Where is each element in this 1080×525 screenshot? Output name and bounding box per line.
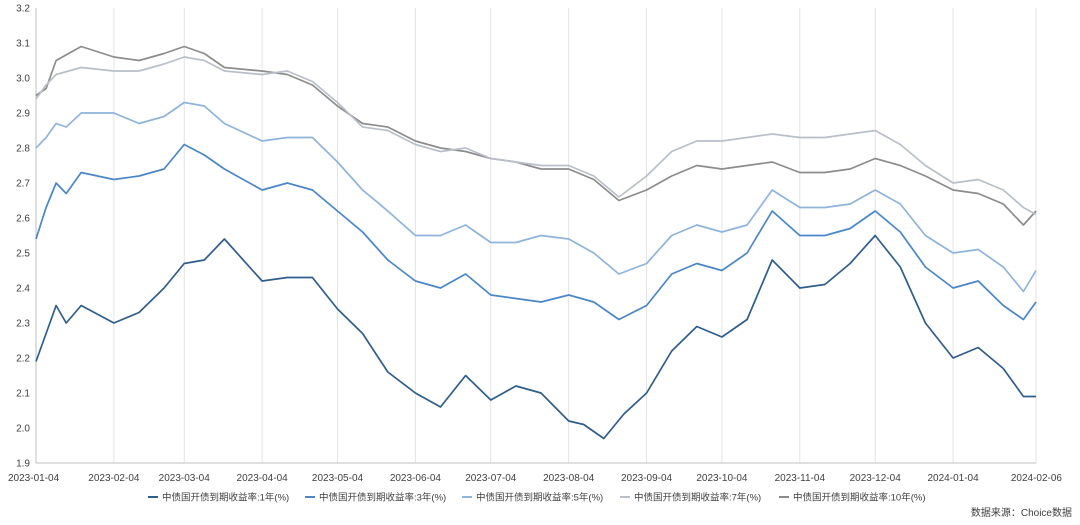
y-tick-labels: 1.9 2.0 2.1 2.2 2.3 2.4 2.5 2.6 2.7 2.8 2.9 3.0 3.1 3… [16,4,30,470]
series-line [35,56,1037,216]
x-tick-label: 2023-11-04 [775,473,826,484]
x-tick-label: 2023-02-04 [88,473,140,484]
x-tick-label: 2023-03-04 [159,473,211,484]
y-tick-label: 3.2 [16,4,30,15]
x-tick-label: 2023-07-04 [465,473,517,484]
series-line [35,143,1037,321]
y-tick-label: 2.0 [16,424,30,435]
grid-lines [35,8,1037,463]
y-tick-label: 2.9 [16,109,30,120]
y-tick-label: 2.3 [16,319,30,330]
y-tick-label: 3.1 [16,39,30,50]
y-tick-label: 3.0 [16,74,30,85]
y-tick-label: 2.7 [16,179,30,190]
y-tick-label: 1.9 [16,459,30,470]
series-lines [35,45,1037,440]
x-tick-label: 2023-04-04 [237,473,289,484]
legend-label: 中债国开债到期收益率:1年(%) [162,492,289,504]
x-tick-label: 2023-09-04 [621,473,673,484]
series-line [35,45,1037,226]
legend-label: 中债国开债到期收益率:5年(%) [476,492,603,504]
x-tick-label: 2024-01-04 [928,473,980,484]
x-tick-label: 2023-10-04 [696,473,748,484]
y-tick-label: 2.5 [16,249,30,260]
axes [35,8,1036,464]
series-line [35,234,1036,440]
x-tick-label: 2023-05-04 [312,473,364,484]
source-note: 数据来源：Choice数据 [970,508,1072,519]
legend-label: 中债国开债到期收益率:7年(%) [634,492,761,504]
legend: 中债国开债到期收益率:1年(%) 中债国开债到期收益率:3年(%) 中债国开债到期收… [148,492,925,504]
x-tick-label: 2023-01-04 [8,473,60,484]
x-tick-label: 2023-12-04 [850,473,902,484]
y-tick-label: 2.8 [16,144,30,155]
x-tick-labels: 2023-01-04 2023-02-04 2023-03-04 2023-04-04… [8,473,1062,484]
x-tick-label: 2023-08-04 [543,473,595,484]
x-tick-label: 2024-02-06 [1011,473,1063,484]
x-tick-label: 2023-06-04 [390,473,442,484]
legend-label: 中债国开债到期收益率:3年(%) [319,492,446,504]
y-tick-label: 2.2 [16,354,30,365]
y-tick-label: 2.4 [16,284,30,295]
y-tick-label: 2.1 [16,389,30,400]
y-tick-label: 2.6 [16,214,30,225]
series-line [35,101,1037,293]
legend-label: 中债国开债到期收益率:10年(%) [793,492,925,504]
